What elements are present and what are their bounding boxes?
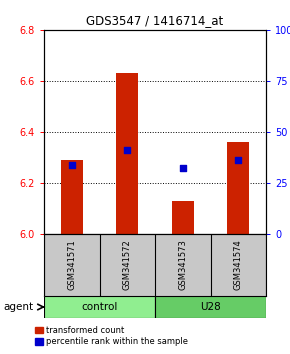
Text: agent: agent [3, 302, 33, 312]
Text: GSM341571: GSM341571 [67, 240, 76, 290]
Bar [116, 73, 138, 234]
Text: GSM341573: GSM341573 [178, 240, 187, 290]
Point [125, 147, 130, 153]
Bar [172, 201, 194, 234]
Text: control: control [81, 302, 118, 312]
Title: GDS3547 / 1416714_at: GDS3547 / 1416714_at [86, 15, 224, 28]
Text: GSM341572: GSM341572 [123, 240, 132, 290]
Point [69, 162, 74, 168]
Point [180, 165, 185, 171]
Bar [61, 160, 83, 234]
Bar [155, 296, 266, 318]
Bar [227, 142, 249, 234]
Text: U28: U28 [200, 302, 221, 312]
Bar [44, 296, 155, 318]
Point [236, 157, 241, 163]
Legend: transformed count, percentile rank within the sample: transformed count, percentile rank withi… [34, 324, 190, 348]
Text: GSM341574: GSM341574 [234, 240, 243, 290]
